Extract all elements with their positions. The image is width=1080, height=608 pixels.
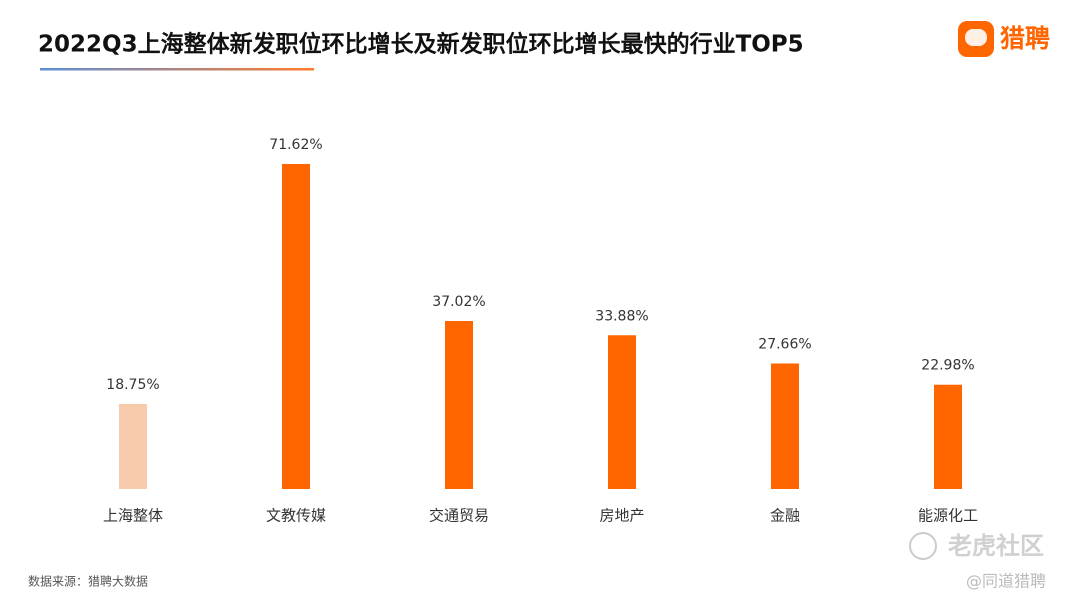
bar: [608, 335, 636, 489]
x-tick-label: 文教传媒: [266, 507, 326, 525]
bar: [934, 384, 962, 489]
x-tick-label: 能源化工: [918, 507, 978, 525]
value-label: 22.98%: [921, 358, 974, 374]
logo-bubble: [965, 29, 987, 46]
title-underline: [40, 68, 314, 71]
source-note: 数据来源：猎聘大数据: [28, 574, 148, 589]
logo-text: 猎聘: [1000, 24, 1050, 53]
value-label: 33.88%: [595, 308, 648, 324]
watermark: 老虎社区: [948, 532, 1044, 560]
bar: [771, 363, 799, 489]
value-label: 27.66%: [758, 336, 811, 352]
chart-title: 2022Q3上海整体新发职位环比增长及新发职位环比增长最快的行业TOP5: [38, 31, 804, 58]
value-label: 37.02%: [432, 294, 485, 310]
value-label: 18.75%: [106, 377, 159, 393]
watermark-icon: [909, 532, 937, 560]
x-tick-label: 交通贸易: [429, 507, 489, 525]
x-tick-label: 上海整体: [103, 507, 163, 525]
x-tick-label: 房地产: [599, 507, 644, 525]
bar: [282, 164, 310, 489]
bar: [445, 321, 473, 489]
value-label: 71.62%: [269, 137, 322, 153]
x-tick-label: 金融: [770, 507, 800, 525]
bar: [119, 403, 147, 489]
watermark: @同道猎聘: [966, 572, 1046, 591]
